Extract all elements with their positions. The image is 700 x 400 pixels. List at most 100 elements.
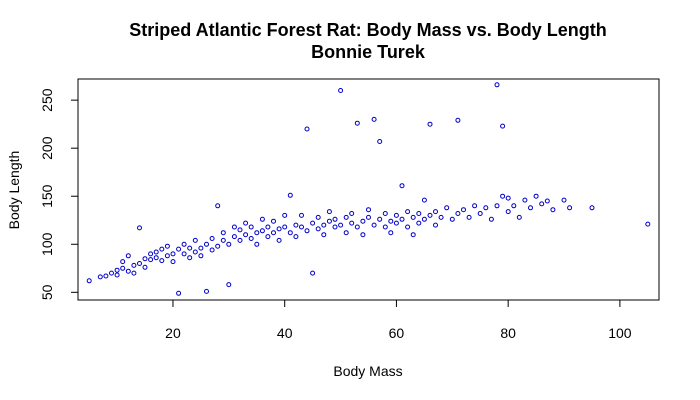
data-point xyxy=(343,214,349,220)
data-point xyxy=(176,246,182,252)
data-point xyxy=(444,205,450,211)
data-point xyxy=(243,220,249,226)
data-point xyxy=(237,227,243,233)
data-point xyxy=(299,212,304,218)
data-point xyxy=(427,121,433,127)
data-point xyxy=(248,224,254,230)
data-point xyxy=(215,243,221,249)
data-point xyxy=(198,253,204,259)
data-point xyxy=(159,258,165,264)
data-point xyxy=(137,261,142,266)
data-point xyxy=(416,220,422,226)
data-point xyxy=(455,117,461,123)
chart-subtitle: Bonnie Turek xyxy=(311,42,426,62)
data-point xyxy=(377,139,383,144)
y-axis-ticks: 50 100 150 200 250 xyxy=(39,88,78,300)
data-point xyxy=(500,123,506,129)
data-point xyxy=(259,216,265,222)
data-point xyxy=(293,234,299,240)
x-tick-label: 60 xyxy=(389,325,405,341)
data-point xyxy=(382,224,388,230)
data-point xyxy=(438,214,444,220)
data-point xyxy=(148,257,154,263)
x-axis-label: Body Mass xyxy=(333,363,402,379)
data-point xyxy=(187,245,193,251)
data-point xyxy=(271,218,276,224)
data-point xyxy=(287,230,293,236)
data-point xyxy=(354,120,360,126)
data-point xyxy=(142,264,148,270)
data-point xyxy=(248,236,254,241)
data-point xyxy=(304,228,310,234)
data-point xyxy=(231,234,237,240)
data-point xyxy=(477,211,483,216)
data-point xyxy=(421,197,427,203)
data-point xyxy=(561,197,567,203)
data-point xyxy=(299,224,304,230)
data-point xyxy=(198,245,204,251)
data-point xyxy=(282,224,288,230)
data-point xyxy=(310,270,316,276)
data-point xyxy=(159,246,165,252)
data-point xyxy=(125,253,131,259)
data-point xyxy=(326,209,332,215)
data-point xyxy=(483,205,489,211)
data-point xyxy=(131,262,137,268)
data-point xyxy=(142,256,148,262)
data-point xyxy=(528,205,533,211)
data-point xyxy=(97,274,103,280)
data-point xyxy=(204,241,209,247)
x-axis-ticks: 20 40 60 80 100 xyxy=(165,300,632,341)
data-point xyxy=(494,203,500,209)
data-point xyxy=(449,216,455,222)
data-point xyxy=(371,116,377,122)
data-point xyxy=(304,126,310,132)
data-point xyxy=(321,222,327,228)
data-point xyxy=(360,218,366,224)
data-point xyxy=(254,230,260,236)
data-point xyxy=(209,247,215,253)
data-point xyxy=(226,282,232,288)
y-tick-label: 250 xyxy=(39,88,55,112)
data-point xyxy=(533,193,539,199)
data-point xyxy=(170,259,176,265)
data-point xyxy=(393,220,399,226)
data-point xyxy=(215,203,221,209)
plot-area-frame xyxy=(77,78,660,301)
data-point xyxy=(410,232,416,238)
data-point xyxy=(472,203,478,209)
data-point xyxy=(494,82,500,88)
data-point xyxy=(276,226,282,232)
data-point xyxy=(511,203,517,209)
y-tick-label: 50 xyxy=(39,284,55,300)
chart-title: Striped Atlantic Forest Rat: Body Mass v… xyxy=(129,20,606,40)
data-point xyxy=(371,222,377,228)
data-point xyxy=(321,232,327,238)
data-point xyxy=(544,198,550,204)
data-point xyxy=(410,214,416,220)
data-point xyxy=(421,216,427,222)
data-point xyxy=(349,220,355,226)
x-tick-label: 100 xyxy=(608,325,632,341)
data-point xyxy=(254,241,260,247)
data-point xyxy=(349,211,355,216)
data-point xyxy=(131,270,137,276)
data-point xyxy=(293,222,299,228)
data-point xyxy=(114,272,120,278)
y-tick-label: 100 xyxy=(39,232,55,256)
data-point xyxy=(516,214,522,220)
data-point xyxy=(153,249,159,255)
data-point xyxy=(332,216,338,222)
data-point xyxy=(461,207,466,213)
data-point xyxy=(153,255,159,261)
data-point xyxy=(120,265,126,271)
data-point xyxy=(433,209,438,215)
data-point xyxy=(148,251,154,257)
data-point xyxy=(360,232,366,238)
data-point xyxy=(393,212,399,218)
data-point xyxy=(276,237,282,243)
data-point xyxy=(226,241,232,247)
data-point xyxy=(310,220,316,226)
data-point xyxy=(550,207,556,213)
y-tick-label: 150 xyxy=(39,184,55,208)
